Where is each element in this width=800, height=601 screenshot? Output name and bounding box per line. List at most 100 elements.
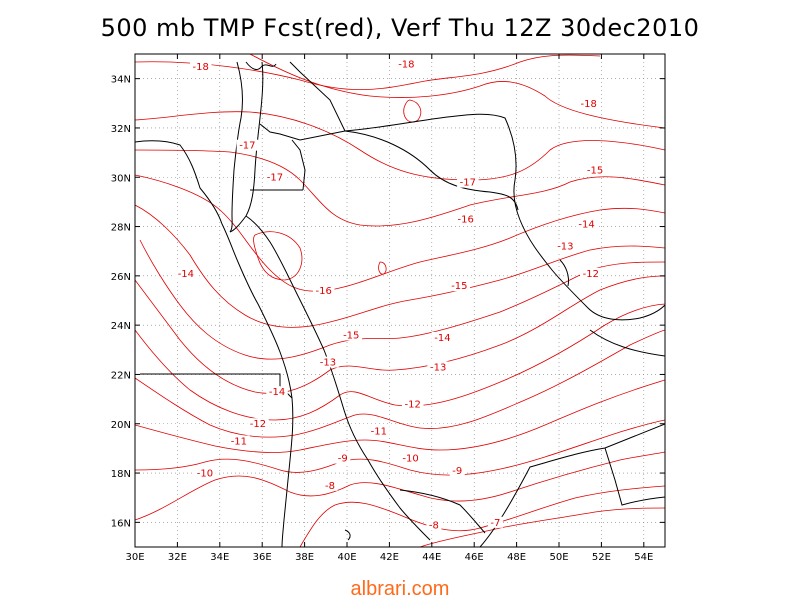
coastline <box>399 489 486 534</box>
coastline <box>245 215 431 541</box>
coastline <box>519 219 665 321</box>
contour-label: -10 <box>197 469 213 480</box>
coastline <box>604 447 665 506</box>
contour-line <box>253 231 303 281</box>
lat-tick-label: 34N <box>111 75 131 86</box>
contour-label: -12 <box>405 399 421 410</box>
contour-label: -13 <box>320 358 336 369</box>
contour-label-bg <box>401 398 424 410</box>
contour-label: -11 <box>231 436 247 447</box>
contour-line <box>135 379 665 453</box>
contour-label: -14 <box>178 269 194 280</box>
contour-label-bg <box>368 425 390 437</box>
lat-tick-label: 32N <box>111 124 131 135</box>
lat-tick-label: 22N <box>111 370 131 381</box>
contour-label: -18 <box>193 62 209 73</box>
contour-label: -8 <box>429 520 439 531</box>
contour-label-bg <box>448 280 471 292</box>
contour-label: -18 <box>581 99 597 110</box>
contour-label: -10 <box>402 454 418 465</box>
coastline <box>281 397 294 547</box>
coastline <box>589 329 665 357</box>
lat-tick-label: 30N <box>111 173 131 184</box>
contour-line <box>135 275 665 394</box>
contour-label: -13 <box>430 363 446 374</box>
contour-label-bg <box>577 97 600 109</box>
lon-tick-label: 48E <box>507 552 526 563</box>
coastline <box>559 259 569 287</box>
contour-label-bg <box>266 386 288 398</box>
lon-tick-label: 42E <box>380 552 399 563</box>
lat-tick-label: 24N <box>111 321 131 332</box>
coastline <box>259 123 346 141</box>
contour-label: -9 <box>338 454 348 465</box>
contour-line <box>135 111 665 181</box>
contour-label: -18 <box>398 59 414 70</box>
contour-line <box>135 204 665 328</box>
contour-label: -14 <box>269 387 285 398</box>
lon-tick-label: 50E <box>549 552 568 563</box>
lon-tick-label: 36E <box>253 552 272 563</box>
contour-label-bg <box>189 60 212 72</box>
lat-tick-label: 28N <box>111 223 131 234</box>
contour-label-bg <box>228 435 250 447</box>
contour-label-layer: -18 -18-18-17-17 -17-16-16-15-15-15-14-14-… <box>175 58 606 531</box>
coastline <box>344 529 351 541</box>
lon-tick-label: 32E <box>168 552 187 563</box>
lon-tick-label: 38E <box>295 552 314 563</box>
watermark-text: albrari.com <box>350 578 450 600</box>
contour-line <box>419 507 665 547</box>
contour-label: -15 <box>343 330 359 341</box>
contour-label: -13 <box>557 242 573 253</box>
contour-line <box>135 174 665 292</box>
contour-label-bg <box>487 516 503 528</box>
contour-label-bg <box>580 267 602 279</box>
contour-label-bg <box>317 356 339 368</box>
map-title: 500 mb TMP Fcst(red), Verf Thu 12Z 30dec… <box>100 14 700 42</box>
contour-label: -14 <box>578 220 594 231</box>
contour-label: -16 <box>316 286 332 297</box>
contour-label-bg <box>175 267 197 279</box>
contour-line <box>249 54 665 129</box>
coastline <box>289 61 346 132</box>
contour-label-bg <box>322 479 338 491</box>
contour-label: -15 <box>451 281 467 292</box>
contour-label-bg <box>426 519 442 531</box>
contour-label: -16 <box>458 215 474 226</box>
lon-tick-label: 54E <box>634 552 653 563</box>
coastline <box>479 423 665 547</box>
contour-label-bg <box>454 213 477 225</box>
lon-tick-label: 52E <box>592 552 611 563</box>
contour-label-bg <box>247 418 269 430</box>
contour-label-bg <box>449 465 465 477</box>
coastline <box>229 61 264 233</box>
coastline <box>245 61 277 70</box>
contour-label: -15 <box>587 165 603 176</box>
lon-tick-label: 44E <box>422 552 441 563</box>
contour-label-bg <box>340 329 362 341</box>
lon-tick-label: 30E <box>125 552 144 563</box>
coastline <box>344 130 519 211</box>
contour-label: -14 <box>434 333 450 344</box>
contour-label: -12 <box>583 269 599 280</box>
contour-label-bg <box>399 452 422 464</box>
axis-ticks: 30E 32E 34E 36E 38E 40E 42E 44E 46E 48E 50E 52E 54E 1… <box>111 54 665 563</box>
contour-label-bg <box>575 218 598 230</box>
lon-tick-label: 34E <box>210 552 229 563</box>
contour-label-bg <box>312 285 335 297</box>
contour-label-bg <box>395 58 418 70</box>
contour-label-bg <box>264 171 286 183</box>
contour-label-bg <box>236 139 259 151</box>
contour-label: -12 <box>250 419 266 430</box>
coastline <box>229 61 243 233</box>
temperature-contours <box>135 54 665 547</box>
contour-label: -17 <box>267 173 283 184</box>
contour-line <box>139 239 665 360</box>
contour-line <box>299 485 665 547</box>
contour-line <box>135 149 665 227</box>
contour-line <box>135 329 665 438</box>
contour-label-bg <box>554 240 577 252</box>
contour-label: -8 <box>325 481 335 492</box>
lat-tick-label: 26N <box>111 272 131 283</box>
